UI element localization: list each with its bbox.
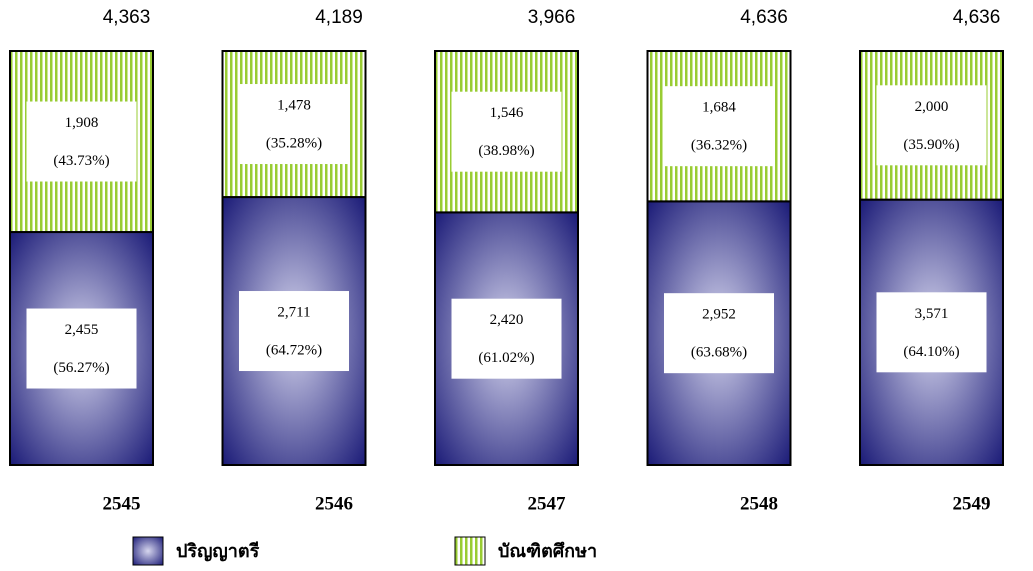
percent-label: (64.72%) (266, 342, 322, 358)
label-box (664, 293, 774, 374)
label-box (876, 292, 987, 373)
x-tick-label: 2549 (953, 493, 991, 514)
x-tick-label: 2547 (528, 493, 567, 514)
total-label: 4,189 (315, 7, 363, 28)
label-box (451, 91, 562, 172)
x-tick-label: 2548 (740, 493, 778, 514)
percent-label: (64.10%) (903, 344, 959, 360)
label-box (26, 308, 137, 389)
percent-label: (63.68%) (691, 345, 747, 361)
label-box (876, 85, 987, 166)
percent-label: (43.73%) (53, 153, 109, 169)
total-label: 4,636 (953, 7, 1001, 28)
x-tick-label: 2545 (103, 493, 141, 514)
percent-label: (35.90%) (903, 137, 959, 153)
count-label: 2,455 (65, 322, 99, 338)
count-label: 1,478 (277, 97, 311, 113)
percent-label: (61.02%) (478, 350, 534, 366)
label-box (239, 84, 349, 165)
total-label: 4,363 (103, 7, 151, 28)
count-label: 3,571 (915, 306, 949, 322)
total-label: 3,966 (528, 7, 576, 28)
label-box (664, 86, 774, 167)
percent-label: (36.32%) (691, 138, 747, 154)
count-label: 1,908 (65, 115, 99, 131)
count-label: 2,952 (702, 307, 736, 323)
label-box (451, 298, 562, 379)
count-label: 2,711 (277, 304, 310, 320)
label-box (239, 291, 349, 372)
x-tick-label: 2546 (315, 493, 353, 514)
percent-label: (56.27%) (53, 360, 109, 376)
total-label: 4,636 (740, 7, 788, 28)
count-label: 1,684 (702, 100, 736, 116)
count-label: 2,000 (915, 99, 949, 115)
percent-label: (38.98%) (478, 143, 534, 159)
legend-swatch (132, 536, 164, 566)
legend-label: ปริญญาตรี (176, 541, 260, 562)
legend-label: บัณฑิตศึกษา (498, 541, 597, 562)
count-label: 2,420 (490, 312, 524, 328)
count-label: 1,546 (490, 105, 524, 121)
percent-label: (35.28%) (266, 135, 322, 151)
label-box (26, 101, 137, 182)
legend-swatch (454, 536, 486, 566)
